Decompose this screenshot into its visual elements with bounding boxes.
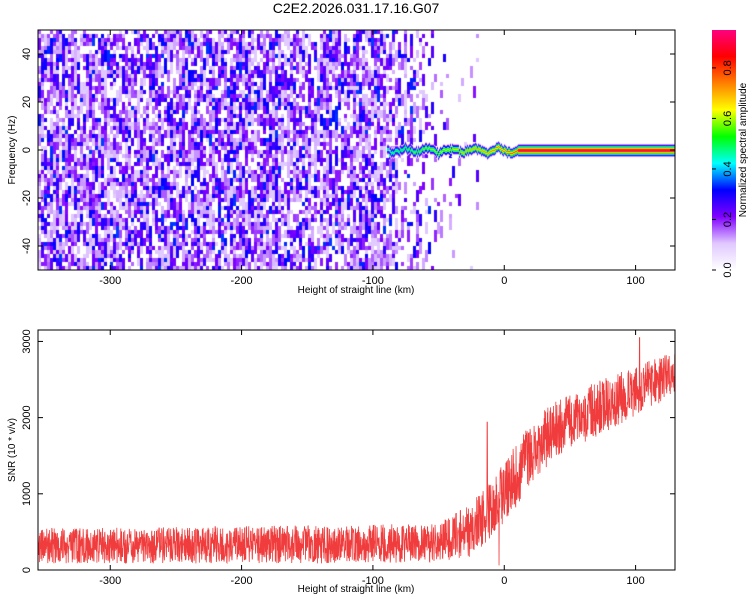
- x-tick-label: -200: [231, 275, 253, 287]
- snr-y-axis: 0 1000 2000 3000: [21, 329, 675, 573]
- x-tick-label: 100: [626, 275, 644, 287]
- y-tick-label: 0: [21, 147, 33, 153]
- snr-panel: -300 -200 -100 0 100 0 1000 2000 3000 Height of…: [7, 329, 676, 595]
- spectrogram-x-axis: -300 -200 -100 0 100: [99, 30, 645, 287]
- spectrogram-heatmap: [38, 30, 675, 270]
- y-tick-label: 3000: [21, 329, 33, 353]
- x-tick-label: -200: [231, 575, 253, 587]
- colorbar-tick-label: 0.4: [722, 161, 734, 176]
- x-tick-label: -300: [99, 575, 121, 587]
- y-tick-label: -40: [21, 238, 33, 254]
- y-tick-label: 20: [21, 96, 33, 108]
- y-tick-label: 2000: [21, 405, 33, 429]
- colorbar-axis: 0.0 0.2 0.4 0.6 0.8: [712, 60, 734, 278]
- y-tick-label: 40: [21, 48, 33, 60]
- y-tick-label: 1000: [21, 482, 33, 506]
- colorbar-tick-label: 0.2: [722, 212, 734, 227]
- snr-frame: [37, 329, 676, 571]
- x-tick-label: 100: [626, 575, 644, 587]
- snr-x-label: Height of straight line (km): [298, 584, 415, 595]
- snr-series-line: [38, 337, 675, 566]
- y-tick-label: 0: [21, 567, 33, 573]
- snr-y-label: SNR (10 * v/v): [7, 418, 18, 482]
- colorbar-scale: [712, 30, 736, 270]
- snr-x-axis: -300 -200 -100 0 100: [99, 330, 645, 587]
- spectrogram-y-axis: -40 -20 0 20 40: [21, 48, 675, 254]
- y-tick-label: -20: [21, 190, 33, 206]
- x-tick-label: -100: [362, 275, 384, 287]
- x-tick-label: 0: [501, 575, 507, 587]
- colorbar-label: Normalized spectral amplitude: [738, 82, 749, 217]
- x-tick-label: 0: [501, 275, 507, 287]
- x-tick-label: -300: [99, 275, 121, 287]
- spectrogram-y-label: Frequency (Hz): [7, 116, 18, 185]
- figure-title: C2E2.2026.031.17.16.G07: [273, 0, 440, 16]
- x-tick-label: -100: [362, 575, 384, 587]
- colorbar-tick-label: 0.8: [722, 60, 734, 75]
- colorbar-tick-label: 0.0: [722, 262, 734, 277]
- spectrogram-x-label: Height of straight line (km): [298, 285, 415, 296]
- colorbar-tick-label: 0.6: [722, 111, 734, 126]
- colorbar: 0.0 0.2 0.4 0.6 0.8 Normalized spectral ampl…: [712, 30, 749, 278]
